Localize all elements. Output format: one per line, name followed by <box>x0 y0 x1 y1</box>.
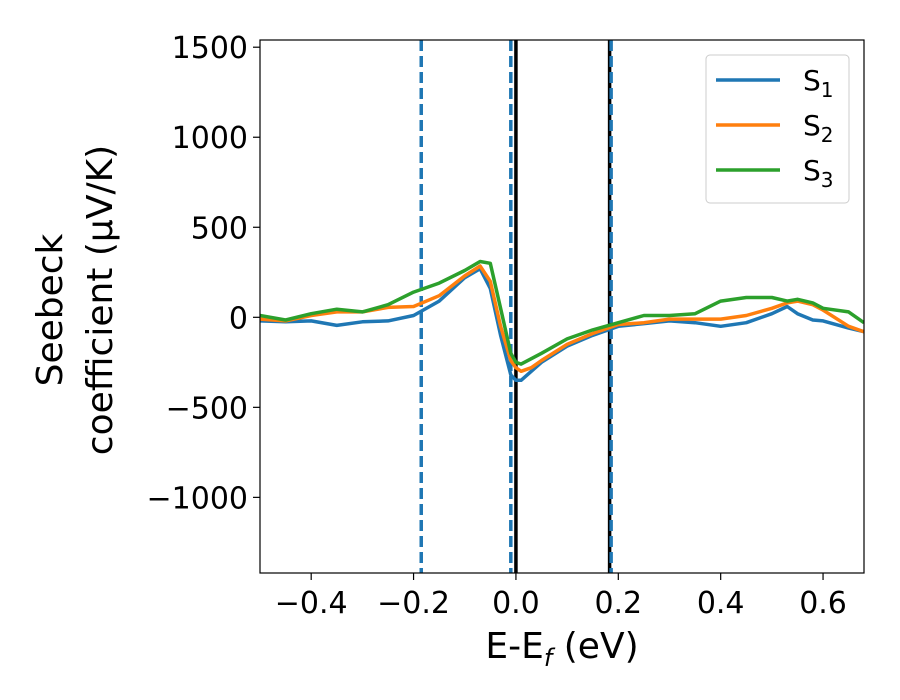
reference-lines <box>419 40 613 573</box>
x-axis-ticks: −0.4 −0.2 0.0 0.2 0.4 0.6 <box>275 573 847 621</box>
y-tick-label: 1000 <box>172 121 248 156</box>
x-tick-label: 0.4 <box>697 586 745 621</box>
x-tick-label: 0.0 <box>492 586 540 621</box>
x-tick-label: −0.2 <box>377 586 450 621</box>
legend-label-s3: S3 <box>803 154 834 192</box>
legend-frame <box>705 54 850 204</box>
legend: S1 S2 S3 <box>705 54 850 204</box>
x-tick-label: −0.4 <box>275 586 348 621</box>
x-tick-label: 0.6 <box>799 586 847 621</box>
series-line-s3 <box>260 259 864 366</box>
legend-label-s1: S1 <box>803 64 834 102</box>
y-tick-label: −1000 <box>147 481 248 516</box>
series-line-s2 <box>260 264 864 374</box>
y-tick-label: 0 <box>229 301 248 336</box>
y-axis-label-line2: coefficient (μV/K) <box>80 145 121 455</box>
plot-frame <box>259 39 865 574</box>
x-tick-label: 0.2 <box>594 586 642 621</box>
y-axis-label-line1: Seebeck <box>30 233 71 386</box>
series-line-s1 <box>260 266 864 383</box>
legend-label-s2: S2 <box>803 109 834 147</box>
y-axis-ticks: −1000 −500 0 500 1000 1500 <box>147 31 260 516</box>
y-tick-label: 1500 <box>172 31 248 66</box>
series-lines <box>260 259 864 383</box>
y-tick-label: −500 <box>166 391 248 426</box>
x-axis-label: E-Ef (eV) <box>485 626 638 672</box>
y-tick-label: 500 <box>191 211 248 246</box>
